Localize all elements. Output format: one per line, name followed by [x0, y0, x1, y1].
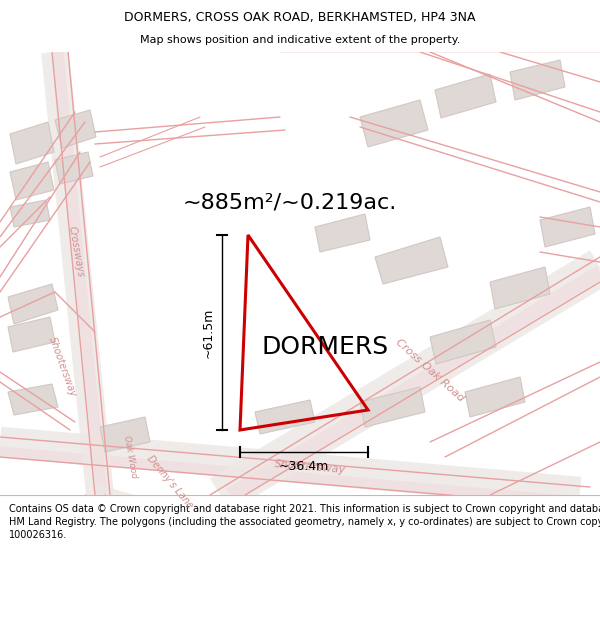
Polygon shape	[8, 384, 58, 415]
Polygon shape	[10, 122, 54, 164]
Text: Crossways: Crossways	[67, 226, 85, 278]
Text: Shootersway: Shootersway	[47, 336, 77, 398]
Polygon shape	[315, 214, 370, 252]
Text: Map shows position and indicative extent of the property.: Map shows position and indicative extent…	[140, 36, 460, 46]
Text: ~36.4m: ~36.4m	[279, 461, 329, 474]
Polygon shape	[430, 320, 496, 364]
Text: ~885m²/~0.219ac.: ~885m²/~0.219ac.	[183, 192, 397, 212]
Text: Shootersway: Shootersway	[274, 459, 346, 475]
Polygon shape	[465, 377, 525, 417]
Polygon shape	[360, 387, 425, 427]
Polygon shape	[8, 317, 55, 352]
Polygon shape	[510, 60, 565, 100]
Text: DORMERS, CROSS OAK ROAD, BERKHAMSTED, HP4 3NA: DORMERS, CROSS OAK ROAD, BERKHAMSTED, HP…	[124, 11, 476, 24]
Polygon shape	[435, 74, 496, 118]
Polygon shape	[55, 152, 93, 184]
Polygon shape	[360, 100, 428, 147]
Polygon shape	[255, 400, 315, 434]
Polygon shape	[540, 207, 595, 247]
Text: Contains OS data © Crown copyright and database right 2021. This information is : Contains OS data © Crown copyright and d…	[9, 504, 600, 541]
Polygon shape	[10, 200, 50, 227]
Polygon shape	[375, 237, 448, 284]
Text: DORMERS: DORMERS	[262, 335, 389, 359]
Polygon shape	[55, 110, 96, 148]
Polygon shape	[490, 267, 550, 309]
Text: ~61.5m: ~61.5m	[202, 308, 215, 358]
Polygon shape	[10, 162, 54, 200]
Polygon shape	[100, 417, 150, 452]
Text: Denny's Lane: Denny's Lane	[145, 454, 195, 511]
Text: Cross Oak Road: Cross Oak Road	[394, 337, 466, 403]
Polygon shape	[8, 284, 58, 324]
Text: Oak Wood: Oak Wood	[122, 435, 138, 479]
